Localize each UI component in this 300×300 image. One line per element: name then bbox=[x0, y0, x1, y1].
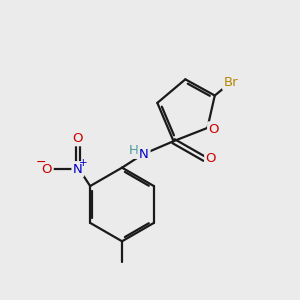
Text: O: O bbox=[206, 152, 216, 165]
Text: H: H bbox=[128, 144, 138, 158]
Text: O: O bbox=[208, 123, 219, 136]
Text: −: − bbox=[35, 156, 46, 169]
Text: N: N bbox=[73, 163, 83, 176]
Text: O: O bbox=[73, 132, 83, 145]
Text: +: + bbox=[80, 158, 88, 168]
Text: N: N bbox=[139, 148, 149, 161]
Text: O: O bbox=[42, 163, 52, 176]
Text: Br: Br bbox=[224, 76, 238, 89]
